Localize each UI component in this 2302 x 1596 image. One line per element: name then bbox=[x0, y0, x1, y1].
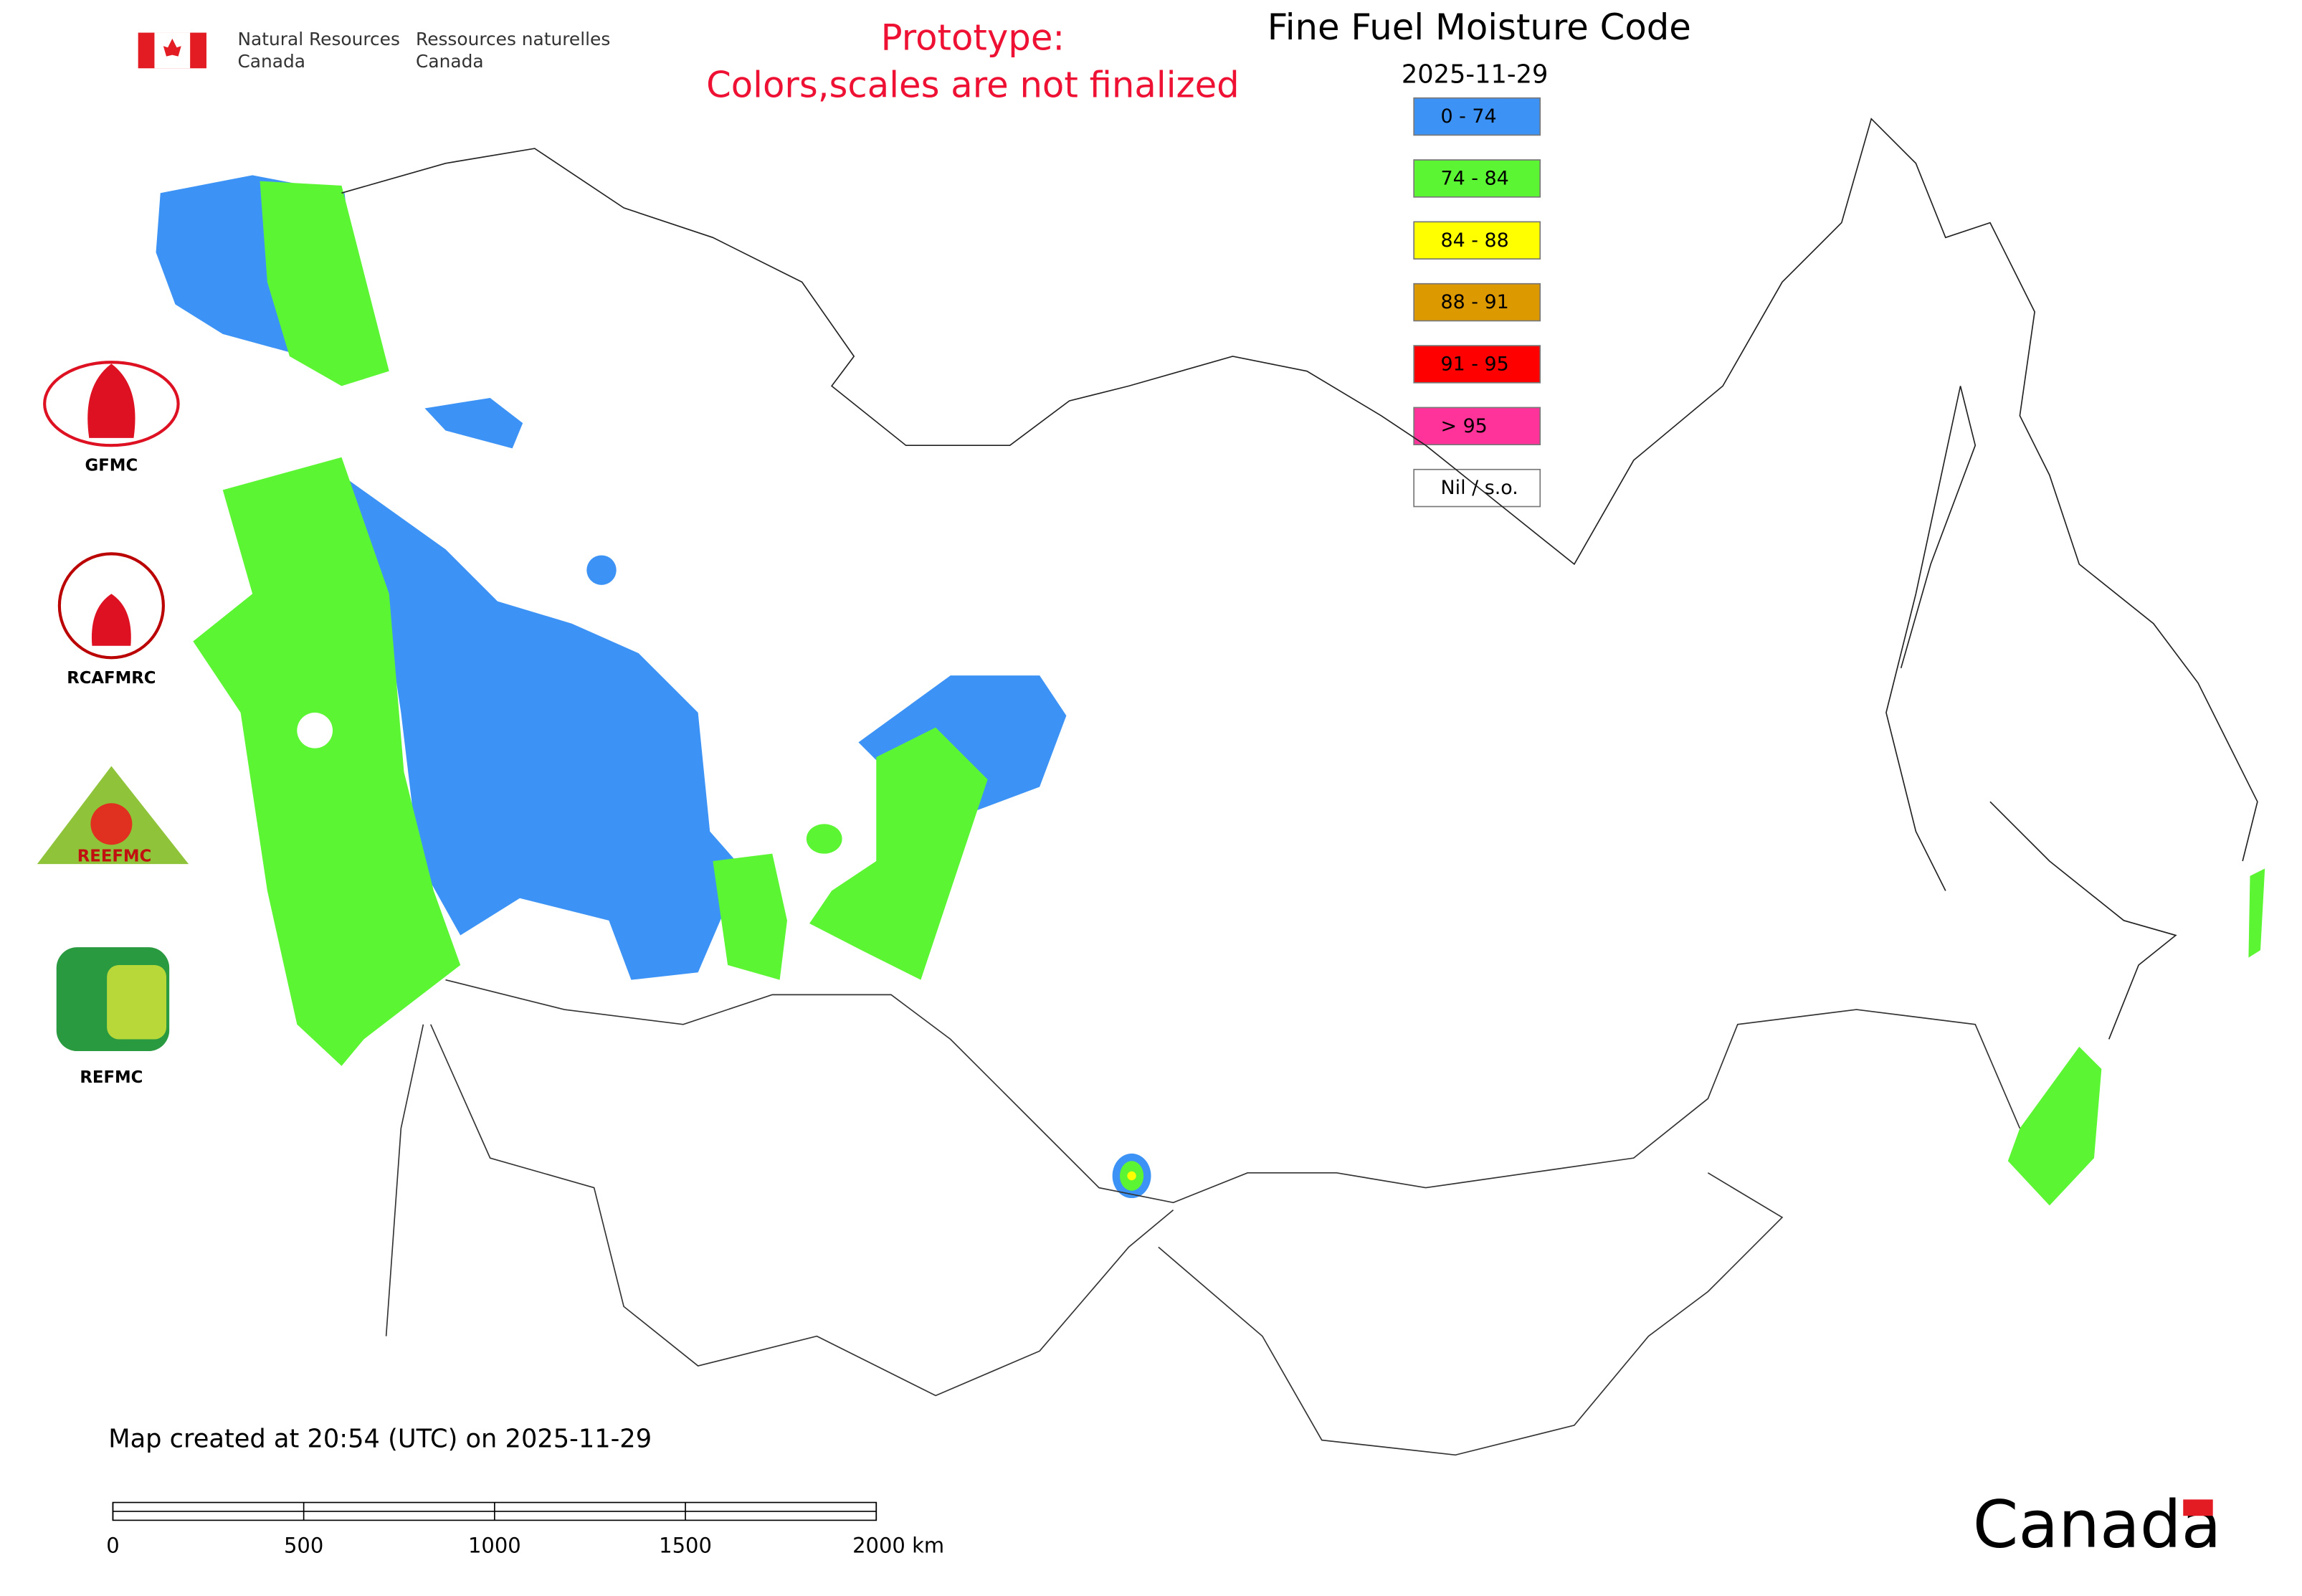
scale-label: 1000 bbox=[468, 1534, 521, 1558]
agency-en: Canada bbox=[237, 51, 305, 72]
refmc-logo bbox=[56, 947, 170, 1052]
legend-swatch bbox=[1413, 407, 1541, 446]
notice: Colors,scales are not finalized bbox=[706, 65, 1240, 106]
date: 2025-11-29 bbox=[1402, 60, 1549, 90]
canada-wordmark: Canada bbox=[1973, 1487, 2222, 1563]
wordmark-flag bbox=[2183, 1499, 2213, 1516]
coastlines bbox=[341, 118, 2258, 1040]
legend-label: 74 - 84 bbox=[1440, 167, 1508, 189]
legend-swatch bbox=[1413, 159, 1541, 198]
legend-swatch bbox=[1413, 221, 1541, 260]
legend-swatch bbox=[1413, 468, 1541, 508]
scale-label: 2000 km bbox=[852, 1534, 944, 1558]
canada-flag bbox=[138, 32, 206, 69]
legend-label: 0 - 74 bbox=[1440, 105, 1496, 128]
scale-label: 1500 bbox=[659, 1534, 712, 1558]
agency-fr: Ressources naturelles bbox=[416, 29, 610, 49]
scale-label: 500 bbox=[284, 1534, 323, 1558]
legend-swatch bbox=[1413, 345, 1541, 384]
legend-swatch bbox=[1413, 97, 1541, 136]
partner-caption: REFMC bbox=[80, 1068, 143, 1087]
agency-en: Natural Resources bbox=[237, 29, 399, 49]
legend-label: > 95 bbox=[1440, 415, 1487, 437]
legend-label: 84 - 88 bbox=[1440, 229, 1508, 252]
scale-bar: 0 500 1000 1500 2000 km bbox=[106, 1501, 944, 1558]
rcafmrc-logo bbox=[57, 552, 165, 660]
reefmc-logo bbox=[37, 766, 189, 865]
partner-caption: RCAFMRC bbox=[67, 669, 156, 688]
agency-fr: Canada bbox=[416, 51, 484, 72]
gfmc-logo bbox=[43, 361, 180, 447]
created-note: Map created at 20:54 (UTC) on 2025-11-29 bbox=[108, 1425, 652, 1454]
partner-caption: GFMC bbox=[85, 457, 138, 475]
title: Fine Fuel Moisture Code bbox=[1267, 6, 1691, 48]
scale-label: 0 bbox=[106, 1534, 119, 1558]
legend-label: 91 - 95 bbox=[1440, 353, 1508, 375]
map-areas bbox=[156, 175, 2265, 1206]
legend-swatch bbox=[1413, 282, 1541, 322]
borders bbox=[385, 979, 2021, 1456]
partner-logo-text: REEFMC bbox=[77, 847, 152, 865]
legend-label: 88 - 91 bbox=[1440, 291, 1508, 313]
notice: Prototype: bbox=[881, 16, 1065, 58]
